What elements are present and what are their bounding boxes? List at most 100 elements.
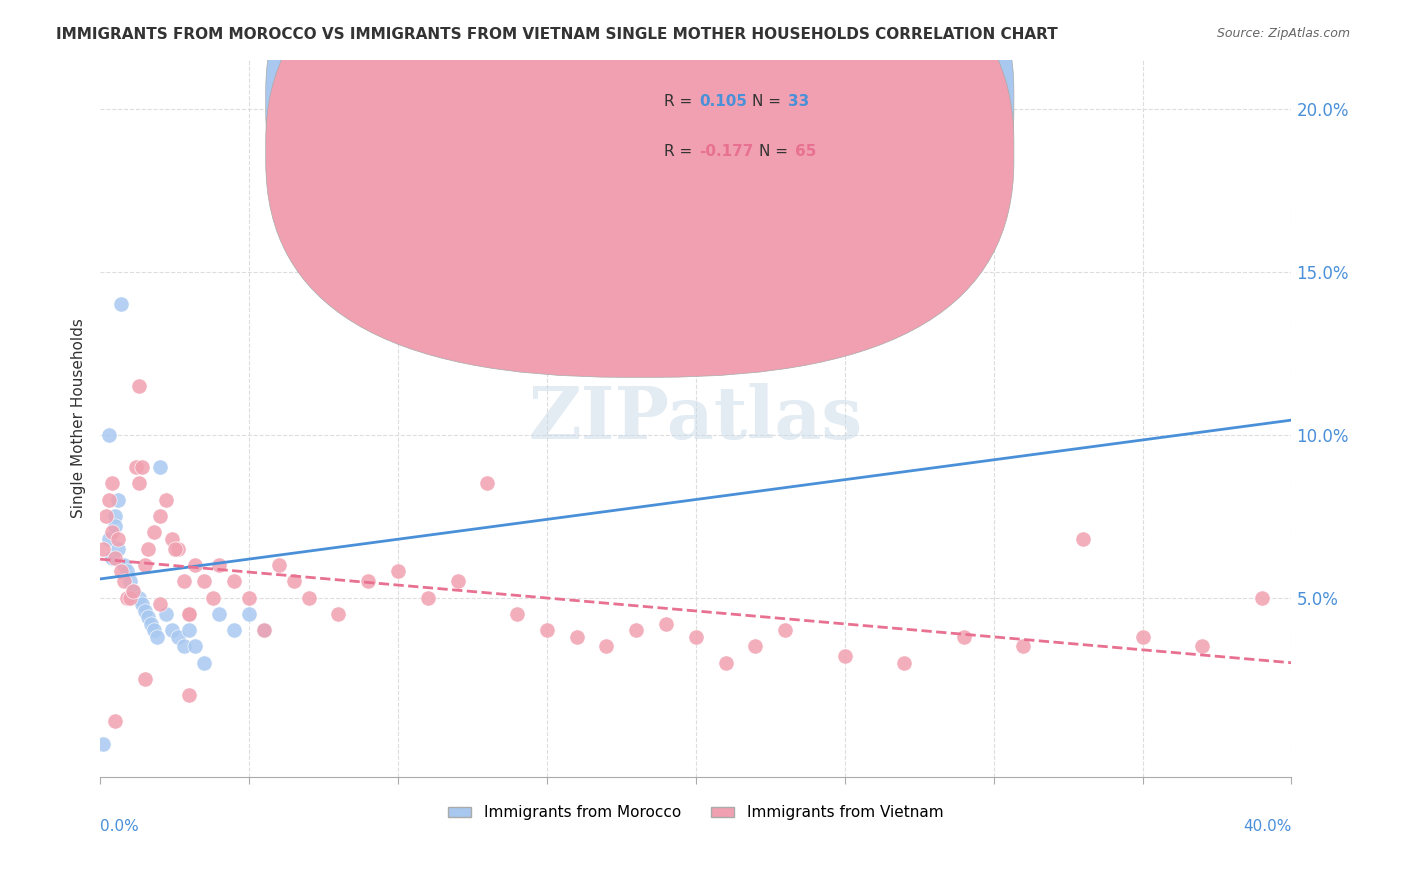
Point	[149, 460, 172, 475]
Point	[91, 541, 114, 556]
Point	[94, 508, 117, 523]
Point	[184, 558, 207, 572]
Point	[685, 630, 707, 644]
Point	[139, 616, 162, 631]
Point	[297, 591, 319, 605]
Text: 33: 33	[787, 94, 808, 109]
Point	[834, 649, 856, 664]
Point	[1071, 532, 1094, 546]
Point	[122, 584, 145, 599]
Point	[134, 558, 156, 572]
Text: ZIPatlas: ZIPatlas	[529, 383, 863, 454]
Point	[115, 591, 138, 605]
Point	[179, 607, 201, 621]
Text: -0.177: -0.177	[699, 144, 754, 159]
Point	[506, 607, 529, 621]
Point	[655, 616, 678, 631]
Point	[283, 574, 305, 589]
Point	[744, 640, 766, 654]
Point	[160, 532, 183, 546]
Point	[125, 460, 148, 475]
Point	[179, 607, 201, 621]
Point	[208, 607, 231, 621]
Y-axis label: Single Mother Households: Single Mother Households	[72, 318, 86, 518]
Legend: Immigrants from Morocco, Immigrants from Vietnam: Immigrants from Morocco, Immigrants from…	[443, 799, 949, 827]
Point	[357, 574, 380, 589]
Point	[136, 610, 159, 624]
Point	[98, 492, 121, 507]
Point	[166, 541, 188, 556]
Point	[134, 672, 156, 686]
Point	[131, 460, 153, 475]
Point	[536, 623, 558, 637]
Point	[1191, 640, 1213, 654]
Point	[98, 532, 121, 546]
Point	[110, 565, 132, 579]
Text: IMMIGRANTS FROM MOROCCO VS IMMIGRANTS FROM VIETNAM SINGLE MOTHER HOUSEHOLDS CORR: IMMIGRANTS FROM MOROCCO VS IMMIGRANTS FR…	[56, 27, 1057, 42]
Point	[202, 591, 225, 605]
Point	[166, 630, 188, 644]
Point	[238, 607, 260, 621]
Point	[893, 656, 915, 670]
Point	[112, 558, 135, 572]
Point	[446, 574, 468, 589]
Point	[253, 623, 276, 637]
Point	[773, 623, 796, 637]
Point	[115, 565, 138, 579]
Point	[163, 541, 186, 556]
Point	[173, 574, 195, 589]
Point	[1132, 630, 1154, 644]
Point	[224, 574, 246, 589]
Point	[149, 597, 172, 611]
Point	[1250, 591, 1272, 605]
Text: 40.0%: 40.0%	[1243, 819, 1292, 834]
Text: N =: N =	[752, 94, 786, 109]
Point	[155, 607, 177, 621]
Text: 65: 65	[794, 144, 815, 159]
Point	[145, 630, 167, 644]
Point	[142, 525, 165, 540]
Point	[107, 541, 129, 556]
Text: Source: ZipAtlas.com: Source: ZipAtlas.com	[1216, 27, 1350, 40]
Point	[1012, 640, 1035, 654]
Point	[193, 574, 215, 589]
Text: N =: N =	[759, 144, 793, 159]
Text: R =: R =	[664, 144, 697, 159]
FancyBboxPatch shape	[266, 0, 1014, 377]
Point	[595, 640, 617, 654]
Point	[238, 591, 260, 605]
Point	[565, 630, 588, 644]
Point	[101, 476, 124, 491]
Point	[128, 476, 150, 491]
Point	[155, 492, 177, 507]
Point	[131, 597, 153, 611]
Point	[626, 623, 648, 637]
Point	[179, 623, 201, 637]
Point	[104, 518, 127, 533]
Point	[179, 688, 201, 702]
Point	[224, 623, 246, 637]
Point	[953, 630, 976, 644]
Point	[714, 656, 737, 670]
Point	[128, 591, 150, 605]
Point	[118, 591, 141, 605]
Point	[328, 607, 350, 621]
Point	[98, 427, 121, 442]
Point	[107, 532, 129, 546]
Text: 0.105: 0.105	[699, 94, 748, 109]
FancyBboxPatch shape	[606, 74, 904, 182]
Point	[149, 508, 172, 523]
Point	[142, 623, 165, 637]
Point	[184, 640, 207, 654]
Point	[136, 541, 159, 556]
Point	[387, 565, 409, 579]
Point	[416, 591, 439, 605]
Point	[253, 623, 276, 637]
Point	[477, 476, 499, 491]
Point	[134, 603, 156, 617]
FancyBboxPatch shape	[266, 0, 1014, 327]
Point	[208, 558, 231, 572]
Point	[101, 525, 124, 540]
Point	[173, 640, 195, 654]
Point	[104, 551, 127, 566]
